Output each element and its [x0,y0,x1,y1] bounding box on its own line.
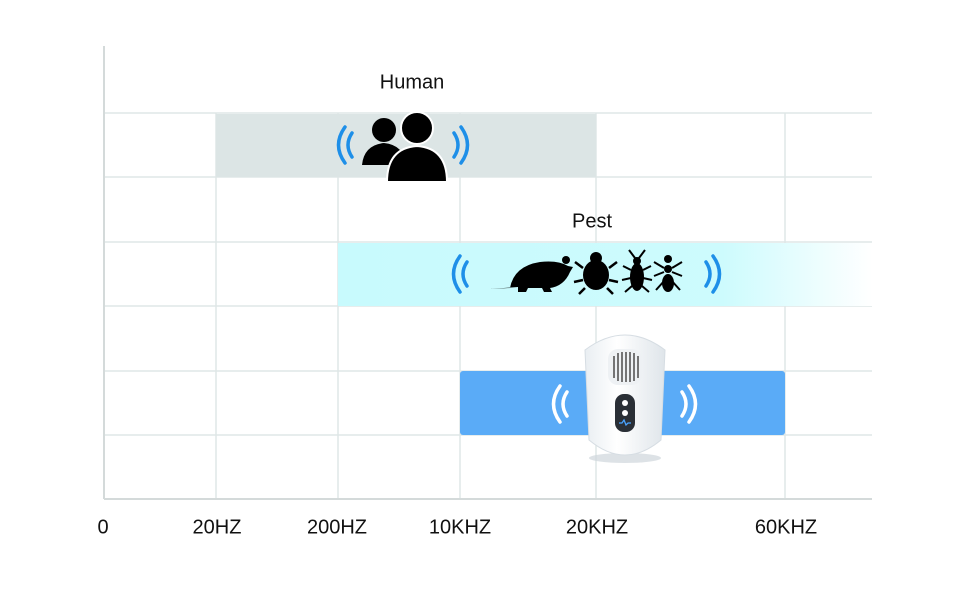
x-tick-label: 60KHZ [755,516,817,538]
device-waves [551,384,698,424]
axis-labels: 0 20HZ 200HZ 10KHZ 20KHZ 60KHZ [97,516,817,538]
device [584,334,666,463]
human-icon [362,111,449,183]
x-tick-label: 0 [97,516,108,538]
x-tick-label: 10KHZ [429,516,491,538]
band-label: Pest [572,210,612,232]
pest-icons [490,249,683,295]
x-tick-label: 200HZ [307,516,367,538]
x-tick-label: 20HZ [193,516,242,538]
band-label: Human [380,71,444,93]
x-tick-label: 20KHZ [566,516,628,538]
human-waves [336,125,470,165]
pest-waves [451,254,722,294]
